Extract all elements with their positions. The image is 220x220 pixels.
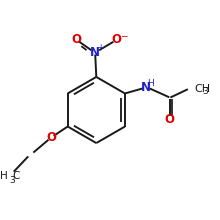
Text: O: O [46,131,56,144]
Text: O: O [71,33,81,46]
Text: O: O [112,33,122,46]
Text: H: H [0,171,7,181]
Text: CH: CH [194,84,210,93]
Text: H: H [148,79,154,88]
Text: 3: 3 [9,176,15,185]
Text: 3: 3 [202,87,208,96]
Text: O: O [165,113,175,126]
Text: N: N [90,46,100,59]
Text: +: + [97,43,104,51]
Text: −: − [120,31,127,40]
Text: C: C [12,171,19,181]
Text: N: N [141,81,151,94]
